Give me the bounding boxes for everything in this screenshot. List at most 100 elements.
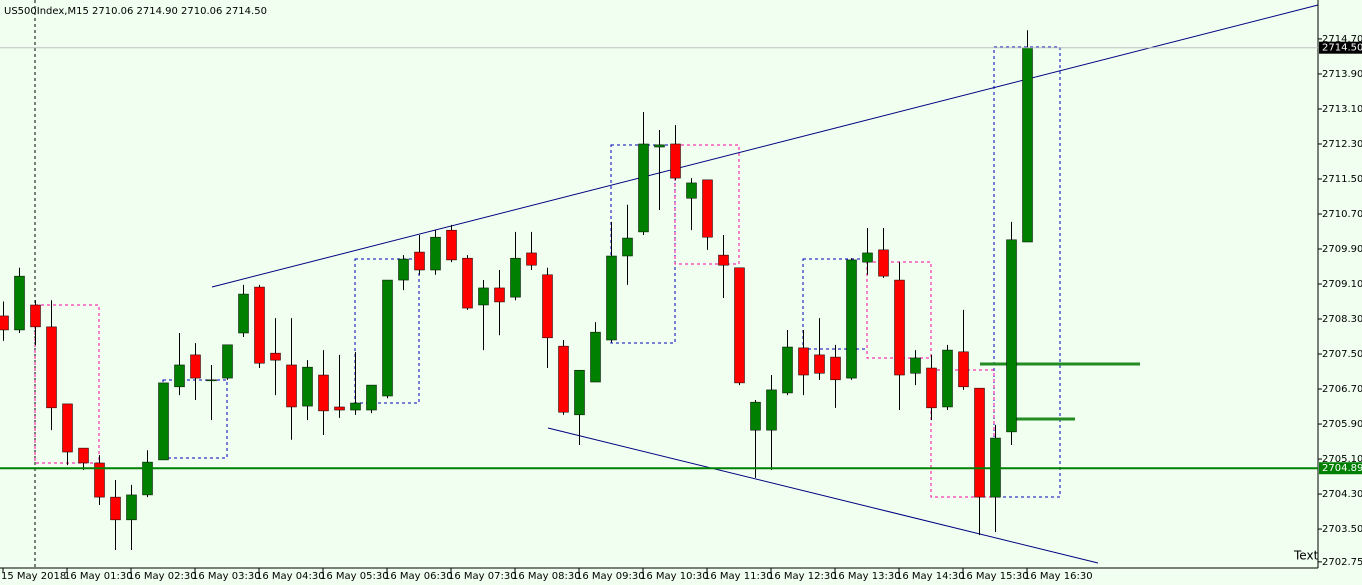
candle-body (558, 345, 569, 413)
candle-body (414, 251, 425, 271)
candle-body (286, 364, 297, 408)
candle-body (574, 369, 585, 416)
candle-body (846, 259, 857, 379)
x-tick-label: 16 May 07:30 (448, 571, 517, 582)
trend-line (547, 427, 1099, 564)
x-tick-label: 16 May 05:30 (320, 571, 389, 582)
candle-body (654, 144, 665, 148)
y-tick-label: 2711.50 (1322, 174, 1362, 185)
x-tick-label: 16 May 06:30 (384, 571, 453, 582)
x-tick-label: 15 May 2018 (1, 571, 66, 582)
y-tick-label: 2702.75 (1322, 557, 1362, 568)
candle-body (238, 293, 249, 334)
x-tick-label: 16 May 15:30 (960, 571, 1029, 582)
candle-body (30, 304, 41, 328)
candle-body (94, 462, 105, 498)
y-tick-label: 2708.30 (1322, 314, 1362, 325)
candle-body (350, 402, 361, 411)
box (354, 258, 420, 404)
candle-body (46, 326, 57, 409)
candle-body (878, 249, 889, 277)
x-tick-label: 16 May 13:30 (832, 571, 901, 582)
candle-body (910, 357, 921, 374)
y-tick-label: 2714.70 (1322, 34, 1362, 45)
x-tick-label: 16 May 12:30 (768, 571, 837, 582)
candle-body (638, 143, 649, 233)
candle-body (926, 367, 937, 409)
x-tick-label: 16 May 08:30 (512, 571, 581, 582)
x-tick-label: 16 May 16:30 (1024, 571, 1093, 582)
candle-body (814, 354, 825, 374)
candle-body (110, 496, 121, 521)
candle-body (734, 267, 745, 384)
x-tick-label: 16 May 03:30 (192, 571, 261, 582)
candle-body (542, 274, 553, 339)
candle-body (430, 236, 441, 271)
candle-body (1022, 47, 1033, 243)
x-tick-label: 16 May 11:30 (704, 571, 773, 582)
y-tick-label: 2709.10 (1322, 279, 1362, 290)
candle-body (526, 252, 537, 266)
price-label: 2714.50 (1322, 43, 1362, 54)
y-tick-label: 2710.70 (1322, 209, 1362, 220)
box (674, 144, 740, 265)
x-tick-label: 16 May 04:30 (256, 571, 325, 582)
y-tick-label: 2709.90 (1322, 244, 1362, 255)
candle-body (494, 287, 505, 303)
price-label: 2704.89 (1322, 463, 1362, 474)
candle-body (510, 257, 521, 298)
candle-body (478, 287, 489, 306)
candle-body (366, 384, 377, 411)
candle-body (462, 257, 473, 309)
candle-body (398, 258, 409, 281)
candle-body (158, 382, 169, 461)
candle-body (318, 374, 329, 412)
candle-body (686, 182, 697, 199)
candle-body (270, 352, 281, 361)
candle-body (254, 286, 265, 364)
trend-line (211, 4, 1319, 288)
candle-body (446, 229, 457, 261)
x-tick-label: 16 May 01:30 (64, 571, 133, 582)
y-tick-label: 2707.50 (1322, 349, 1362, 360)
candle-body (894, 279, 905, 376)
candle-body (702, 179, 713, 238)
candle-body (590, 331, 601, 383)
price-label-box (1319, 41, 1362, 54)
candle-body (382, 279, 393, 397)
y-tick-label: 2706.70 (1322, 384, 1362, 395)
y-tick-label: 2713.90 (1322, 69, 1362, 80)
candle-body (942, 349, 953, 408)
candle-body (958, 351, 969, 388)
candle-body (670, 143, 681, 179)
plot (0, 30, 1033, 551)
candle-body (606, 255, 617, 341)
y-tick-label: 2704.30 (1322, 489, 1362, 500)
x-tick-label: 16 May 14:30 (896, 571, 965, 582)
y-tick-label: 2703.50 (1322, 524, 1362, 535)
candle-body (862, 252, 873, 263)
chart-title: US500Index,M15 2710.06 2714.90 2710.06 2… (4, 6, 267, 17)
candle-body (174, 364, 185, 388)
x-tick-label: 16 May 09:30 (576, 571, 645, 582)
candle-body (206, 379, 217, 382)
candle-body (1006, 239, 1017, 433)
x-tick-label: 16 May 10:30 (640, 571, 709, 582)
candle-body (222, 344, 233, 379)
x-tick-label: 16 May 02:30 (128, 571, 197, 582)
price-label-box (1319, 462, 1362, 475)
candle-body (718, 254, 729, 266)
candle-body (126, 494, 137, 521)
candle-body (750, 401, 761, 431)
candle-body (798, 347, 809, 376)
candle-body (334, 406, 345, 411)
y-tick-label: 2713.10 (1322, 104, 1362, 115)
candle-body (78, 447, 89, 464)
candle-body (302, 366, 313, 407)
candle-body (62, 403, 73, 453)
candle-body (190, 354, 201, 379)
y-tick-label: 2705.10 (1322, 454, 1362, 465)
